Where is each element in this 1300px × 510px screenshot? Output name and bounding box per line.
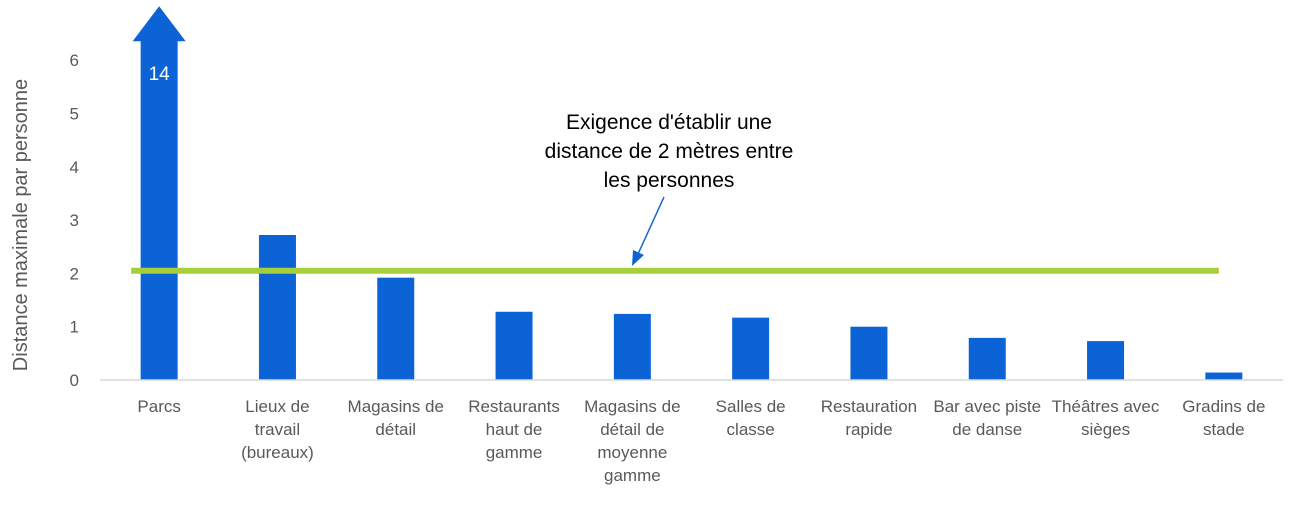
bar xyxy=(1087,341,1125,380)
bars: 14 xyxy=(132,6,1243,380)
y-axis-label: Distance maximale par personne xyxy=(10,79,32,371)
data-label: 14 xyxy=(149,64,171,85)
category-label: Théâtres avec sièges xyxy=(1052,397,1160,439)
y-tick-label: 3 xyxy=(70,211,79,230)
bar xyxy=(968,337,1006,380)
bar xyxy=(850,326,888,380)
bar-overflow-arrow xyxy=(132,6,186,380)
category-label: Salles de classe xyxy=(716,397,786,439)
bar xyxy=(495,311,533,380)
category-label: Magasins de détail de moyenne gamme xyxy=(584,397,680,485)
bar xyxy=(732,317,770,380)
category-label: Restaurants haut de gamme xyxy=(468,397,560,462)
annotation-text: Exigence d'établir une distance de 2 mètr… xyxy=(545,111,794,192)
category-label: Gradins de stade xyxy=(1182,397,1265,439)
category-labels: Parcs Lieux de travail (bureaux) Magasins de… xyxy=(137,397,1265,485)
category-label: Magasins de détail xyxy=(348,397,444,439)
y-tick-label: 4 xyxy=(70,158,79,177)
bar xyxy=(613,313,651,380)
bar xyxy=(1205,372,1243,380)
bar xyxy=(258,235,296,380)
y-tick-label: 1 xyxy=(70,318,79,337)
category-label: Parcs xyxy=(137,397,180,416)
bar xyxy=(377,277,415,380)
y-tick-label: 5 xyxy=(70,105,79,124)
y-tick-label: 6 xyxy=(70,51,79,70)
annotation-arrow xyxy=(632,196,665,266)
category-label: Lieux de travail (bureaux) xyxy=(241,397,314,462)
y-tick-label: 2 xyxy=(70,264,79,283)
category-label: Restauration rapide xyxy=(821,397,917,439)
y-axis-ticks: 0 1 2 3 4 5 6 xyxy=(70,51,79,390)
y-tick-label: 0 xyxy=(70,371,79,390)
category-label: Bar avec piste de danse xyxy=(933,397,1041,439)
